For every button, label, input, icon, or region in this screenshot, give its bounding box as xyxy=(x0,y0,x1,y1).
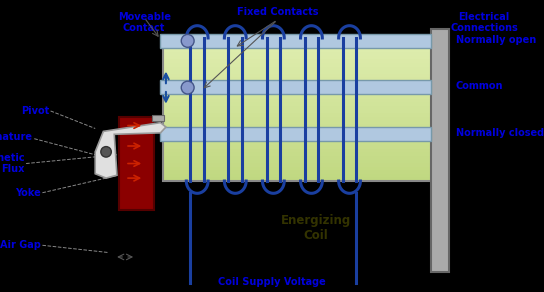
Bar xyxy=(163,102,435,107)
Text: Fixed Contacts: Fixed Contacts xyxy=(237,7,318,17)
Bar xyxy=(163,149,435,153)
Bar xyxy=(163,38,435,43)
Circle shape xyxy=(181,81,194,94)
Bar xyxy=(163,56,435,60)
Text: Pivot: Pivot xyxy=(21,106,49,116)
Text: Electrical
Connections: Electrical Connections xyxy=(450,12,518,33)
Text: Normally closed: Normally closed xyxy=(456,128,544,138)
Bar xyxy=(152,115,164,121)
Bar xyxy=(163,156,435,161)
Bar xyxy=(163,138,435,143)
Bar xyxy=(163,124,435,128)
Bar xyxy=(163,45,435,50)
Bar xyxy=(163,127,435,132)
Bar xyxy=(163,170,435,175)
Text: Normally open: Normally open xyxy=(456,35,536,45)
Circle shape xyxy=(101,147,112,157)
Bar xyxy=(163,99,435,103)
Bar xyxy=(163,117,435,121)
Circle shape xyxy=(181,34,194,47)
Bar xyxy=(163,113,435,118)
Bar xyxy=(160,127,431,141)
Bar xyxy=(163,92,435,96)
Text: Common: Common xyxy=(456,81,503,91)
Bar xyxy=(163,142,435,146)
Text: Moveable
Contact: Moveable Contact xyxy=(118,12,171,33)
Bar xyxy=(160,34,431,48)
Bar xyxy=(163,145,435,150)
Bar xyxy=(163,38,435,181)
Bar xyxy=(163,77,435,82)
Text: Yoke: Yoke xyxy=(15,188,41,198)
Bar xyxy=(163,88,435,93)
Bar xyxy=(163,81,435,86)
Text: Energizing
Coil: Energizing Coil xyxy=(280,214,351,242)
Bar xyxy=(163,63,435,67)
Bar xyxy=(163,60,435,64)
Bar xyxy=(163,110,435,114)
Bar xyxy=(163,67,435,71)
Bar xyxy=(163,178,435,182)
Bar xyxy=(163,131,435,135)
Bar xyxy=(163,152,435,157)
Bar xyxy=(163,41,435,46)
Text: Coil Supply Voltage: Coil Supply Voltage xyxy=(218,277,326,287)
Bar xyxy=(163,84,435,89)
Bar xyxy=(163,135,435,139)
Text: Air Gap: Air Gap xyxy=(0,240,41,250)
Bar xyxy=(163,159,435,164)
Polygon shape xyxy=(95,123,166,178)
Bar xyxy=(160,80,431,94)
Bar xyxy=(431,29,449,272)
Bar xyxy=(119,117,154,210)
Bar xyxy=(163,167,435,171)
Bar xyxy=(163,95,435,100)
Bar xyxy=(163,163,435,168)
Text: Magnetic
Flux: Magnetic Flux xyxy=(0,153,24,174)
Bar xyxy=(163,52,435,57)
Bar xyxy=(163,70,435,75)
Bar xyxy=(163,49,435,53)
Bar xyxy=(163,106,435,110)
Bar xyxy=(163,120,435,125)
Bar xyxy=(163,74,435,78)
Text: Armature: Armature xyxy=(0,132,33,142)
Bar xyxy=(163,174,435,178)
